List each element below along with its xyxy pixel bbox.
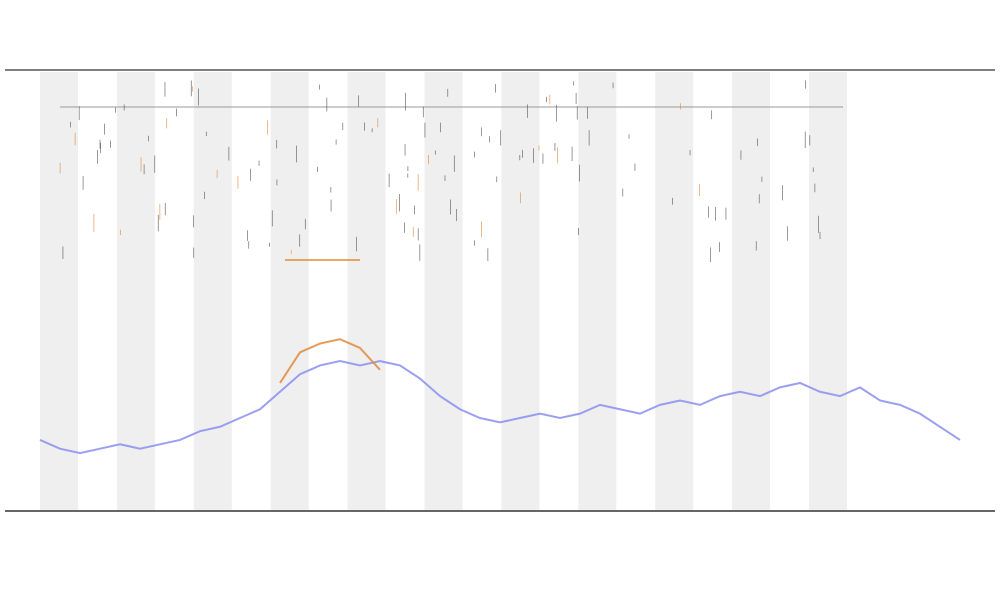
background-bands (40, 72, 847, 510)
band (193, 72, 232, 510)
band (809, 72, 847, 510)
band (655, 72, 694, 510)
band (424, 72, 463, 510)
series-line (39, 360, 961, 455)
series-line (279, 338, 381, 384)
band (732, 72, 771, 510)
event-ticks (59, 80, 821, 263)
band (270, 72, 309, 510)
band (347, 72, 386, 510)
band (40, 72, 78, 510)
band (116, 72, 155, 510)
band (501, 72, 540, 510)
band (578, 72, 617, 510)
